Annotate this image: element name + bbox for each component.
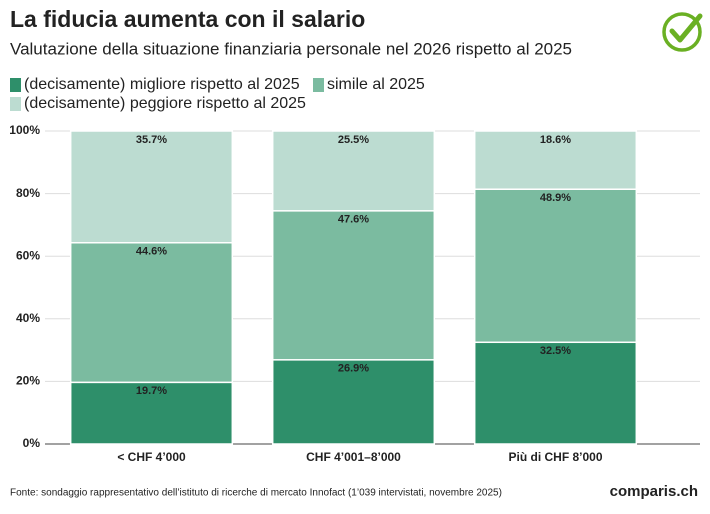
x-tick-label: < CHF 4’000 [117, 450, 186, 464]
legend-swatch [10, 78, 21, 92]
bar-segment [69, 130, 234, 244]
bar-segment [473, 341, 638, 445]
chart-subtitle: Valutazione della situazione finanziaria… [10, 39, 572, 58]
bar-segment [473, 188, 638, 344]
bar-segment [473, 130, 638, 190]
bar-segment [271, 130, 436, 212]
data-label: 32.5% [540, 345, 571, 357]
y-tick-label: 20% [16, 374, 40, 388]
x-tick-label: CHF 4’001–8’000 [306, 450, 401, 464]
logo-icon [662, 12, 703, 52]
y-tick-label: 0% [23, 436, 41, 450]
chart-title: La fiducia aumenta con il salario [10, 6, 365, 32]
data-label: 44.6% [136, 246, 167, 258]
data-label: 47.6% [338, 214, 369, 226]
bar-segment [271, 359, 436, 445]
legend-label: (decisamente) migliore rispetto al 2025 [24, 76, 300, 93]
legend-label: (decisamente) peggiore rispetto al 2025 [24, 95, 306, 112]
data-label: 35.7% [136, 134, 167, 146]
y-tick-label: 80% [16, 186, 40, 200]
data-label: 19.7% [136, 385, 167, 397]
bar-segment [271, 210, 436, 361]
source-note: Fonte: sondaggio rappresentativo dell’is… [10, 488, 502, 499]
y-tick-label: 100% [9, 123, 40, 137]
data-label: 18.6% [540, 134, 571, 146]
bar-segment [69, 241, 234, 384]
y-tick-label: 60% [16, 248, 40, 262]
logo-text: comparis.ch [610, 483, 698, 500]
bar-segment [69, 381, 234, 445]
legend-label: simile al 2025 [327, 76, 425, 93]
legend-swatch [10, 97, 21, 111]
data-label: 25.5% [338, 134, 369, 146]
x-tick-label: Più di CHF 8’000 [508, 450, 602, 464]
y-tick-label: 40% [16, 311, 40, 325]
data-label: 48.9% [540, 192, 571, 204]
data-label: 26.9% [338, 363, 369, 375]
legend-swatch [313, 78, 324, 92]
